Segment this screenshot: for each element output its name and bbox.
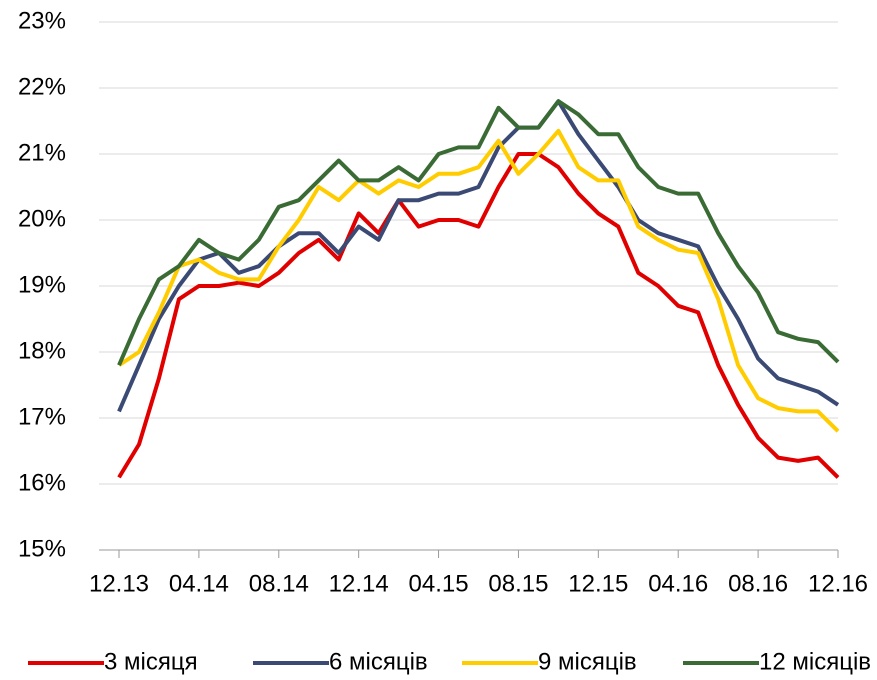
x-tick-label: 12.16 [808, 570, 868, 597]
legend-label: 6 місяців [329, 648, 428, 675]
y-tick-label: 21% [18, 139, 66, 166]
y-tick-label: 19% [18, 271, 66, 298]
x-tick-label: 04.15 [409, 570, 469, 597]
legend-label: 9 місяців [538, 648, 637, 675]
x-tick-label: 04.14 [169, 570, 229, 597]
x-tick-label: 04.16 [648, 570, 708, 597]
x-tick-label: 12.15 [568, 570, 628, 597]
x-tick-label: 08.14 [249, 570, 309, 597]
y-tick-label: 20% [18, 205, 66, 232]
y-tick-label: 15% [18, 535, 66, 562]
x-tick-label: 12.13 [89, 570, 149, 597]
legend-label: 12 місяців [759, 648, 871, 675]
series-line [117, 152, 840, 479]
y-tick-label: 22% [18, 73, 66, 100]
x-tick-label: 08.16 [728, 570, 788, 597]
legend-label: 3 місяця [104, 648, 198, 675]
series-line [117, 99, 840, 366]
x-tick-label: 08.15 [488, 570, 548, 597]
series-line [117, 99, 840, 413]
x-tick-label: 12.14 [329, 570, 389, 597]
y-tick-label: 16% [18, 469, 66, 496]
y-tick-label: 17% [18, 403, 66, 430]
y-tick-label: 23% [18, 7, 66, 34]
y-tick-label: 18% [18, 337, 66, 364]
series-line [117, 128, 840, 433]
